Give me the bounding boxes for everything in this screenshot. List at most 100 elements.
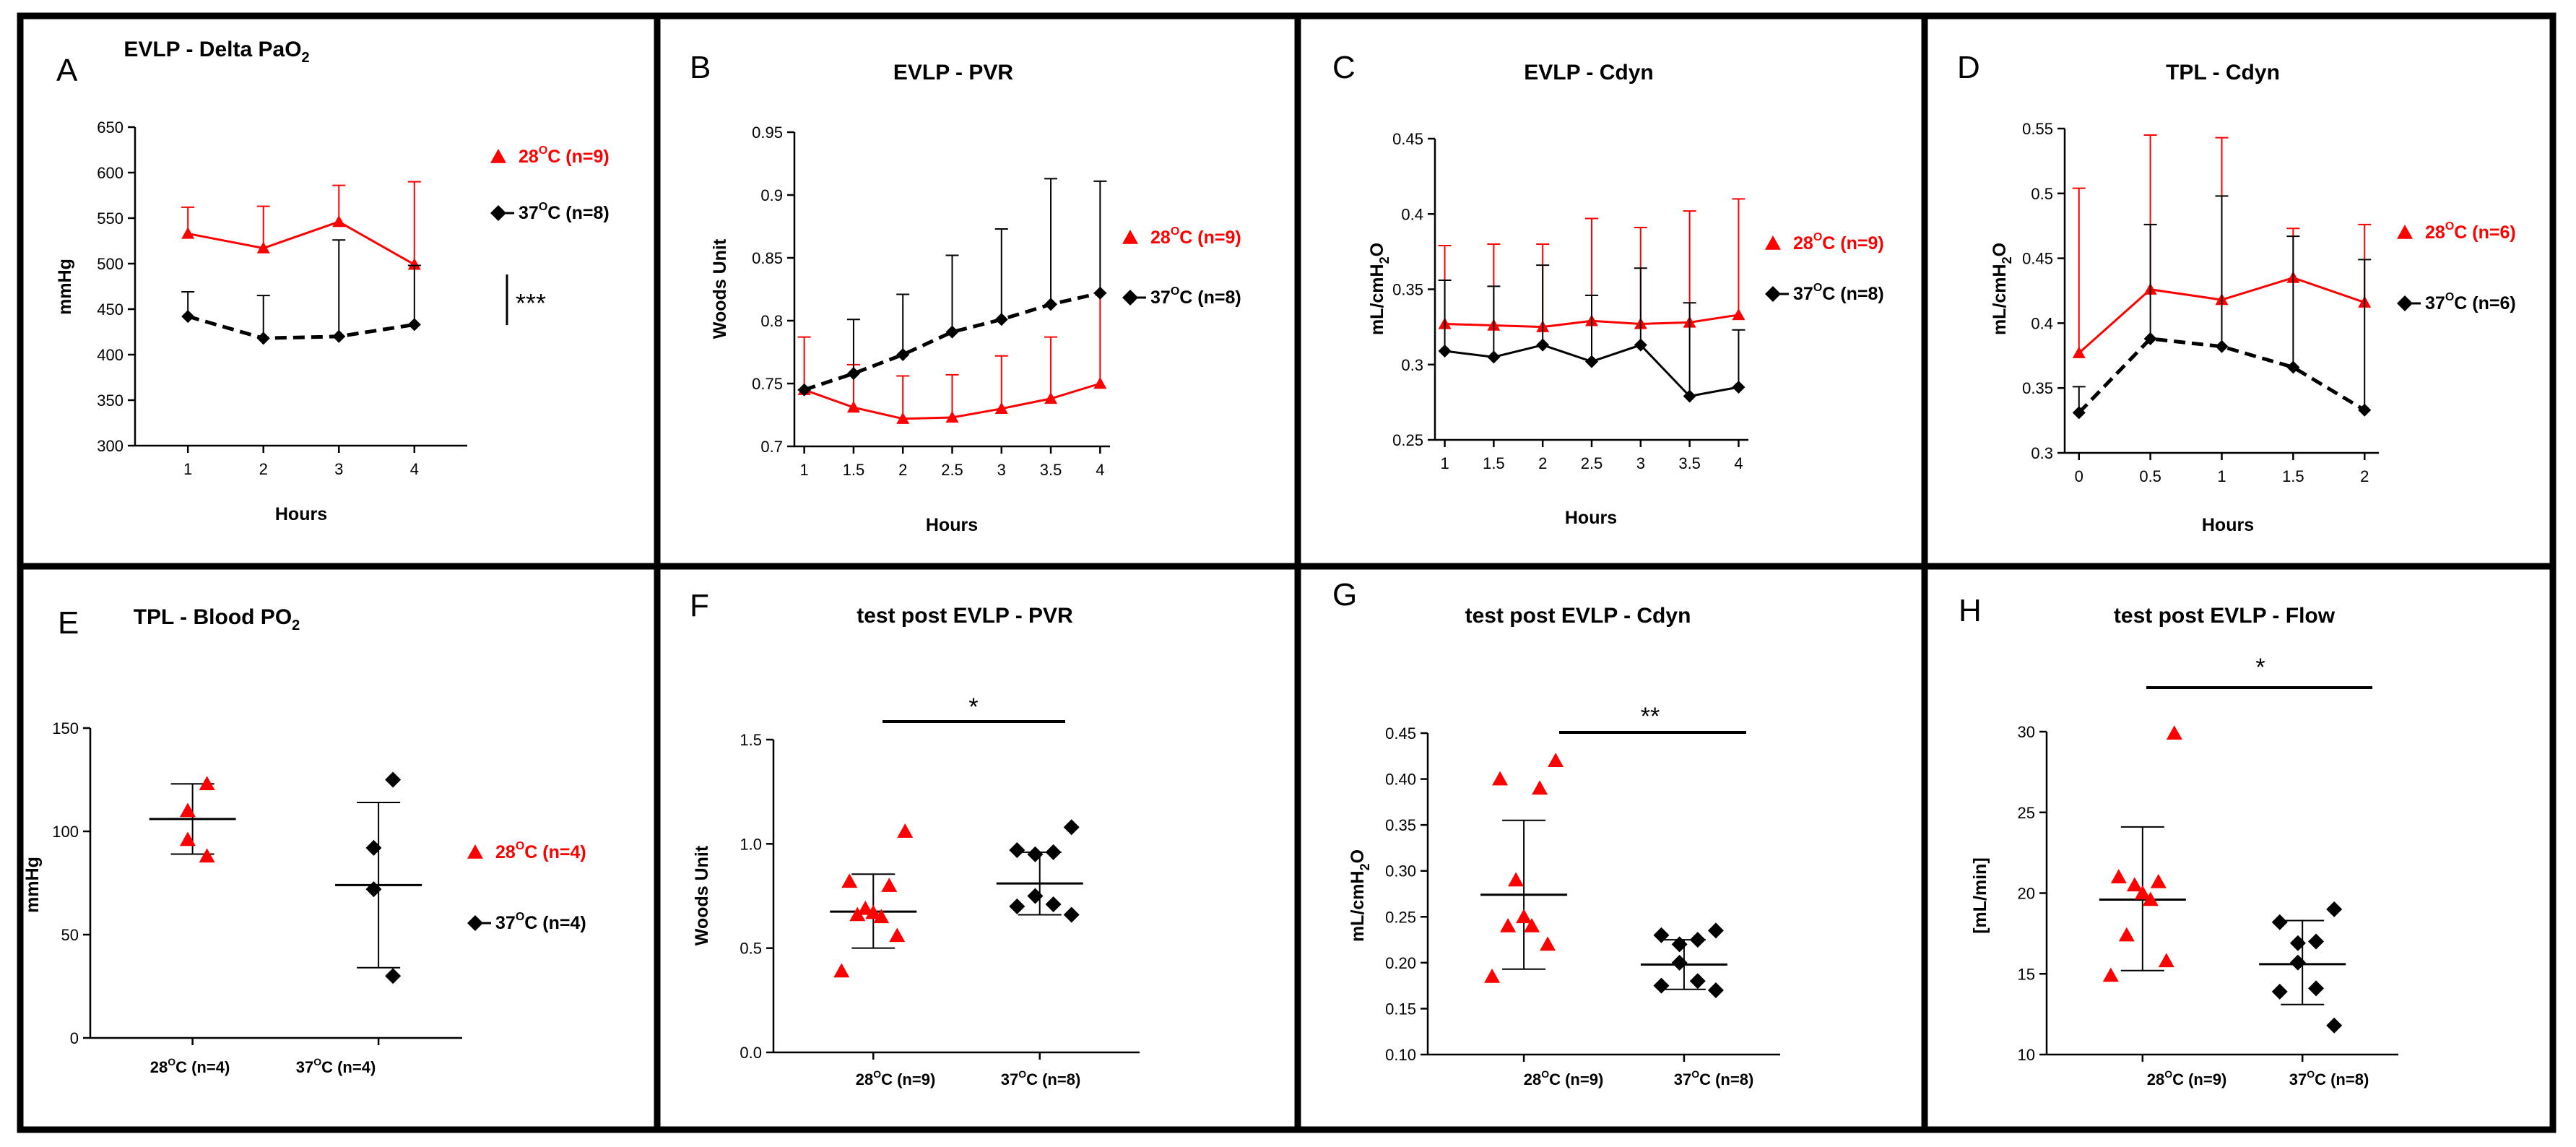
legend-item: 28OC (n=4) [467,840,586,862]
x-tick-label: 1.5 [843,461,865,479]
y-tick-label: 0.35 [2022,379,2053,397]
y-tick-label: 25 [2018,804,2035,822]
x-tick-label: 1 [1440,454,1449,472]
data-point [1044,391,1058,404]
y-tick-label: 0.45 [2022,250,2053,268]
data-point [833,963,850,978]
legend-label: 37OC (n=4) [495,911,586,933]
series-line [187,220,415,266]
legend-label: 37OC (n=6) [2425,291,2516,313]
legend-item: 37OC (n=6) [2397,291,2516,313]
legend-item: 28OC (n=6) [2397,220,2516,243]
data-point [1516,909,1532,924]
y-tick-label: 0.10 [1385,1046,1416,1064]
data-point [1536,338,1550,352]
data-point [1492,771,1509,786]
y-tick-label: 0 [70,1029,79,1047]
group-label: 28OC (n=9) [2147,1068,2227,1088]
data-point [332,329,346,343]
group-warm [2099,725,2186,982]
x-tick-label: 1.5 [2282,467,2304,485]
group-label: 37OC (n=8) [1001,1068,1081,1088]
legend-diamond-marker [490,205,506,221]
series-warm [797,292,1107,424]
legend-triangle-marker [467,844,483,859]
data-point [2166,725,2182,740]
y-axis-label: mmHg [55,259,75,315]
y-tick-label: 100 [52,823,79,841]
group-label: 28OC (n=4) [150,1056,230,1076]
panel-letter: F [690,588,709,623]
panel-letter: C [1332,50,1356,85]
group-cold [1640,922,1727,998]
y-tick-label: 1.5 [740,731,762,749]
group-warm [149,776,236,863]
series-cold [797,178,1107,397]
panel-letter: A [56,53,78,88]
group-cold [335,771,422,984]
frame-G [1294,563,1928,1133]
legend-triangle-marker [1765,235,1781,250]
data-point [2326,1017,2343,1034]
group-cold [2259,901,2346,1034]
data-point [1732,381,1745,394]
chart-title: test post EVLP - Flow [2114,604,2336,628]
y-tick-label: 0.15 [1385,1000,1416,1018]
chart-title: TPL - Blood PO2 [134,605,300,633]
data-point [881,878,898,892]
data-point [2271,983,2288,1000]
x-tick-label: 1 [800,461,809,479]
legend-diamond-marker [1765,286,1781,302]
y-tick-label: 0.4 [2031,314,2053,332]
y-tick-label: 1.0 [740,835,762,853]
legend-triangle-marker [2397,225,2413,239]
significance-stars: * [2255,654,2265,681]
x-tick-label: 1 [2217,467,2226,485]
data-point [1707,982,1724,998]
data-point [2072,346,2086,358]
group-warm [1480,753,1568,983]
y-tick-label: 300 [97,437,123,455]
legend-label: 28OC (n=6) [2425,220,2516,243]
series-line [2077,337,2366,415]
data-point [332,215,346,228]
y-axis-label: Woods Unit [692,845,712,945]
data-point [1009,841,1025,858]
y-tick-label: 0.9 [760,186,783,204]
data-point [407,258,421,270]
panel-letter: H [1959,593,1982,628]
data-point [1585,355,1598,368]
data-point [1532,780,1548,795]
data-point [1044,298,1058,311]
data-point [1653,927,1670,943]
data-point [1707,922,1724,939]
data-point [945,325,959,339]
x-tick-label: 3.5 [1040,461,1062,479]
legend-label: 28OC (n=4) [495,840,586,862]
data-point [1508,872,1525,887]
data-point [873,909,890,924]
legend-label: 37OC (n=8) [1150,285,1241,308]
x-tick-label: 4 [410,460,419,478]
legend-item: 37OC (n=8) [1122,285,1241,308]
data-point [199,848,215,863]
y-tick-label: 30 [2018,723,2035,741]
x-tick-label: 2 [1538,454,1547,472]
data-point [199,776,215,791]
data-point [1653,977,1670,994]
data-point [181,310,195,324]
y-tick-label: 0.25 [1385,908,1416,926]
y-tick-label: 0.30 [1385,862,1416,880]
series-cold [2072,195,2372,420]
data-point [2118,927,2135,942]
y-tick-label: 0.0 [740,1044,762,1062]
x-tick-label: 3.5 [1678,454,1701,472]
y-tick-label: 0.95 [752,124,783,142]
chart-title: EVLP - PVR [893,61,1013,85]
legend-label: 28OC (n=9) [1793,231,1884,254]
data-point [1484,968,1501,983]
y-tick-label: 500 [97,255,123,273]
data-point [2143,332,2157,345]
data-point [1045,844,1062,860]
